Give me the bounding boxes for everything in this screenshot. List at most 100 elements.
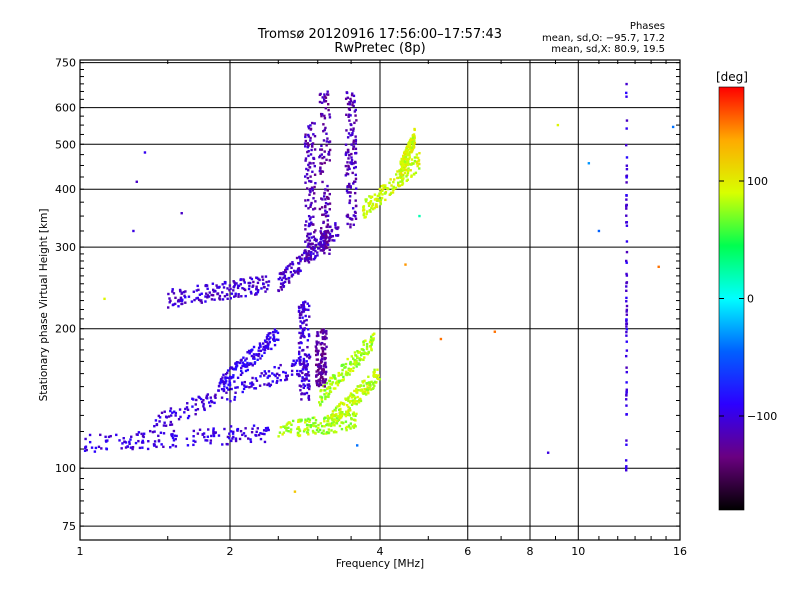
echo-point bbox=[306, 328, 310, 331]
echo-point bbox=[315, 375, 318, 378]
echo-point bbox=[93, 450, 97, 453]
echo-point bbox=[264, 290, 267, 293]
echo-point bbox=[625, 465, 628, 468]
echo-point bbox=[319, 359, 323, 362]
echo-point bbox=[198, 293, 202, 296]
echo-point bbox=[309, 175, 312, 178]
echo-point bbox=[249, 290, 253, 294]
echo-point bbox=[320, 236, 323, 239]
echo-point bbox=[228, 380, 231, 383]
echo-point bbox=[254, 387, 258, 390]
echo-point bbox=[348, 407, 351, 410]
echo-point bbox=[351, 412, 355, 416]
echo-point bbox=[330, 415, 334, 419]
echo-point bbox=[235, 365, 238, 369]
echo-point bbox=[292, 359, 295, 362]
echo-point bbox=[415, 153, 419, 156]
echo-point bbox=[155, 445, 158, 449]
echo-point bbox=[322, 246, 325, 249]
echo-point bbox=[175, 434, 178, 438]
echo-point bbox=[282, 276, 285, 280]
echo-point bbox=[171, 433, 174, 436]
echo-point bbox=[331, 381, 334, 384]
echo-point bbox=[205, 394, 209, 398]
echo-point bbox=[319, 230, 322, 233]
echo-point bbox=[310, 148, 313, 152]
echo-point bbox=[236, 376, 240, 379]
echo-point bbox=[323, 236, 327, 239]
echo-point bbox=[105, 447, 108, 450]
echo-point bbox=[350, 156, 353, 159]
echo-point bbox=[323, 191, 326, 195]
echo-point bbox=[141, 439, 144, 443]
echo-point bbox=[276, 376, 279, 380]
echo-point bbox=[254, 292, 258, 295]
echo-point bbox=[302, 251, 306, 255]
echo-point bbox=[305, 167, 308, 171]
echo-point bbox=[174, 445, 178, 448]
echo-point bbox=[321, 180, 324, 184]
echo-point bbox=[301, 310, 304, 314]
echo-point bbox=[300, 398, 303, 401]
echo-point bbox=[239, 429, 243, 433]
echo-point bbox=[240, 366, 243, 370]
echo-point bbox=[353, 210, 357, 214]
echo-point bbox=[344, 174, 348, 177]
echo-point bbox=[302, 348, 305, 352]
echo-point bbox=[347, 408, 350, 412]
echo-point bbox=[274, 374, 277, 378]
echo-point bbox=[263, 370, 266, 373]
echo-point bbox=[375, 197, 379, 201]
echo-point bbox=[334, 222, 337, 225]
echo-point bbox=[241, 371, 244, 375]
echo-point bbox=[320, 376, 323, 379]
echo-point bbox=[349, 99, 353, 103]
echo-point bbox=[300, 341, 303, 345]
echo-point bbox=[321, 371, 324, 375]
echo-point bbox=[364, 198, 367, 201]
echo-point bbox=[241, 364, 244, 368]
echo-point bbox=[306, 235, 309, 238]
echo-point bbox=[248, 352, 251, 355]
echo-point bbox=[217, 389, 220, 392]
echo-point bbox=[298, 429, 302, 433]
echo-point bbox=[315, 353, 318, 357]
echo-point bbox=[325, 431, 329, 434]
echo-point bbox=[354, 165, 358, 169]
echo-point bbox=[368, 340, 372, 344]
echo-point bbox=[309, 162, 312, 165]
echo-point bbox=[304, 373, 308, 376]
echo-point bbox=[209, 404, 212, 408]
echo-point bbox=[296, 433, 300, 437]
echo-point bbox=[305, 419, 309, 423]
echo-point bbox=[303, 249, 306, 253]
echo-point bbox=[267, 382, 270, 385]
echo-point bbox=[369, 195, 372, 198]
echo-point bbox=[319, 373, 323, 377]
echo-point bbox=[222, 373, 225, 377]
echo-point bbox=[331, 234, 335, 238]
echo-point bbox=[120, 447, 123, 450]
echo-point bbox=[307, 207, 310, 210]
echo-point bbox=[362, 384, 365, 387]
echo-point bbox=[340, 414, 343, 417]
echo-point bbox=[307, 214, 311, 218]
echo-point bbox=[331, 418, 334, 421]
echo-point bbox=[625, 328, 629, 331]
echo-point bbox=[345, 370, 348, 374]
echo-point bbox=[350, 161, 353, 164]
echo-point bbox=[399, 175, 403, 179]
echo-point bbox=[312, 157, 316, 161]
echo-point bbox=[265, 337, 269, 340]
echo-point bbox=[229, 425, 233, 428]
echo-point bbox=[365, 212, 368, 216]
echo-point bbox=[241, 286, 244, 290]
echo-point bbox=[413, 127, 416, 131]
echo-point bbox=[625, 259, 628, 263]
echo-point bbox=[310, 250, 313, 254]
echo-point bbox=[232, 374, 235, 377]
echo-point bbox=[309, 136, 312, 140]
echo-point bbox=[625, 304, 629, 308]
echo-point bbox=[324, 233, 328, 236]
echo-point bbox=[326, 93, 329, 96]
